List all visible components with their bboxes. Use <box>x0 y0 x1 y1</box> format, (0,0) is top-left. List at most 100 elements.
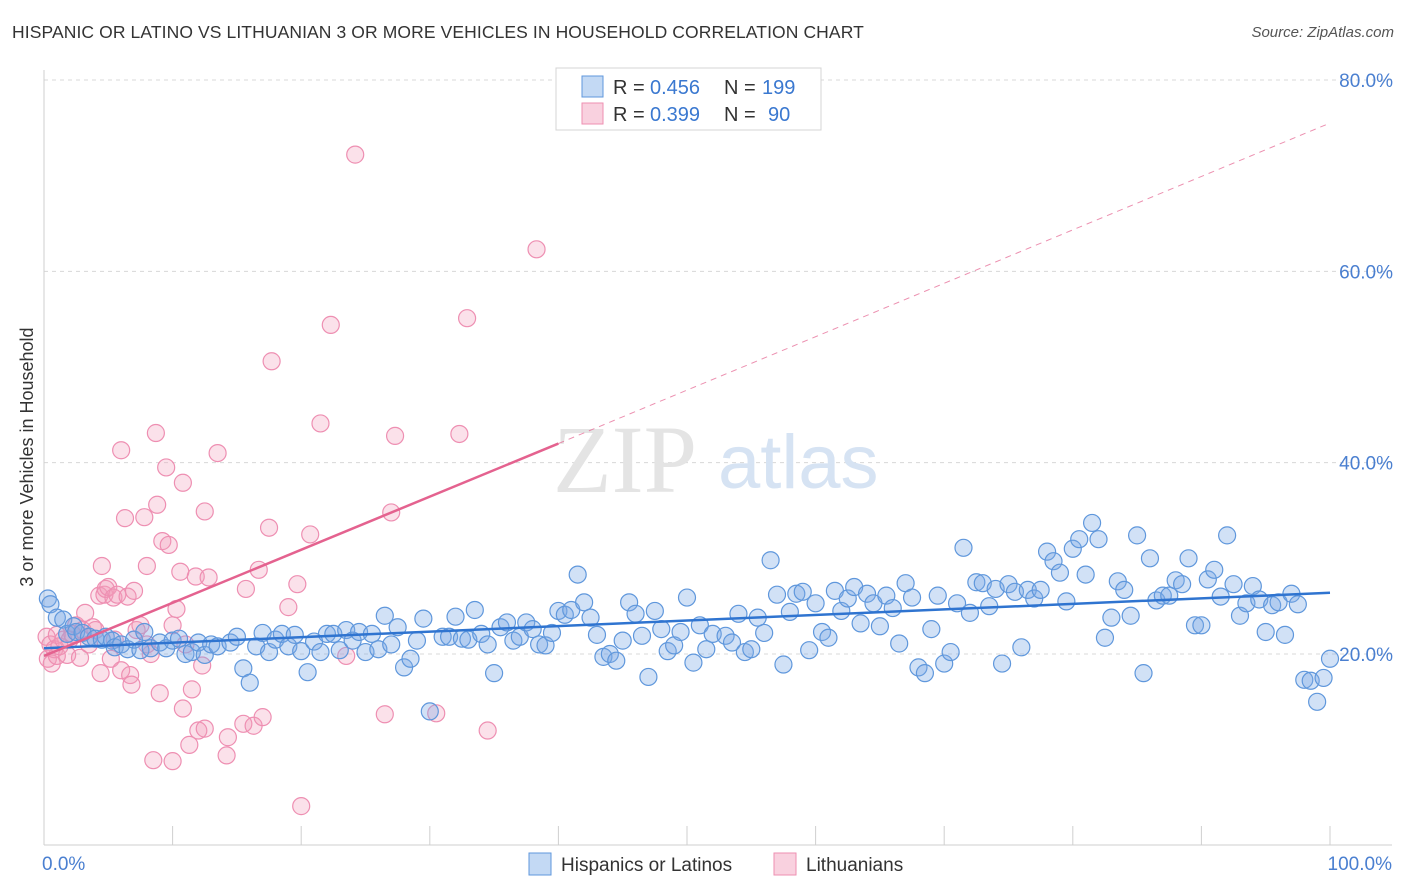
hispanics-point <box>607 651 626 670</box>
hispanics-point <box>47 608 66 627</box>
hispanics-point <box>819 628 838 647</box>
hispanics-point <box>671 622 690 642</box>
hispanics-point <box>420 702 439 721</box>
lithuanians-point <box>262 352 281 371</box>
hispanics-point <box>169 629 189 648</box>
lithuanians-point <box>218 728 237 747</box>
hispanics-point <box>1218 526 1237 545</box>
hispanics-point <box>800 641 819 660</box>
lithuanians-point <box>182 680 201 699</box>
hispanics-point <box>1121 606 1140 625</box>
hispanics-point <box>1134 664 1153 683</box>
hispanics-point <box>1314 668 1333 688</box>
legend-r-value-pink: 0.399 <box>650 104 700 126</box>
lithuanians-point <box>144 751 163 770</box>
lithuanians-point <box>195 719 214 738</box>
hispanics-point <box>1050 563 1070 582</box>
lithuanians-point <box>186 567 205 586</box>
lithuanians-point <box>159 535 178 555</box>
hispanics-point <box>1089 530 1108 549</box>
lithuanians-point <box>121 665 140 685</box>
lithuanians-point <box>70 648 90 667</box>
hispanics-point <box>195 645 214 665</box>
watermark-zip: ZIP <box>553 406 697 513</box>
hispanics-point <box>542 623 562 643</box>
lithuanians-point <box>163 752 182 771</box>
hispanics-point <box>755 623 774 643</box>
lithuanians-point <box>146 423 165 443</box>
hispanics-point <box>1127 526 1147 545</box>
hispanics-point <box>992 654 1012 673</box>
hispanics-points <box>38 513 1340 721</box>
hispanics-point <box>1320 649 1340 668</box>
x-axis-ticks <box>43 826 1331 845</box>
bottom-legend-swatch-pink <box>773 852 797 876</box>
hispanics-point <box>330 641 349 660</box>
bottom-legend: Hispanics or Latinos Lithuanians <box>528 852 903 876</box>
hispanics-point <box>787 584 806 603</box>
top-legend: R = 0.456 N = 199 R = 0.399 N = 90 <box>555 67 822 131</box>
hispanics-point <box>1198 570 1217 589</box>
hispanics-point <box>632 626 652 645</box>
legend-n-value-pink: 90 <box>768 104 790 126</box>
chart-title: HISPANIC OR LATINO VS LITHUANIAN 3 OR MO… <box>12 22 864 42</box>
hispanics-point <box>620 593 639 612</box>
hispanics-trend-line <box>43 591 1331 650</box>
x-tick-label-0: 0.0% <box>42 854 85 875</box>
hispanics-point <box>54 610 73 629</box>
lithuanians-point <box>208 444 227 463</box>
bottom-legend-swatch-blue <box>528 852 552 876</box>
hispanics-point <box>722 633 742 652</box>
lithuanians-point <box>101 649 120 668</box>
hispanics-point <box>1179 549 1198 568</box>
hispanics-point <box>1224 575 1243 594</box>
hispanics-point <box>1102 608 1121 627</box>
source-credit: Source: ZipAtlas.com <box>1251 24 1394 41</box>
hispanics-point <box>851 614 870 633</box>
y-tick-labels: 20.0% 40.0% 60.0% 80.0% <box>1339 71 1393 666</box>
watermark-atlas: atlas <box>718 420 879 505</box>
hispanics-point <box>645 601 664 621</box>
lithuanians-point <box>173 699 192 718</box>
hispanics-point <box>568 565 587 584</box>
hispanics-point <box>1076 565 1095 584</box>
hispanics-point <box>716 626 735 645</box>
lithuanians-point <box>427 704 446 723</box>
hispanics-point <box>780 602 799 622</box>
hispanics-point <box>581 608 600 627</box>
lithuanians-point <box>171 562 190 581</box>
hispanics-point <box>1070 530 1089 549</box>
lithuanians-point <box>195 502 214 521</box>
lithuanians-point <box>112 661 131 680</box>
lithuanians-point <box>478 721 497 740</box>
lithuanians-trend-line <box>43 442 559 658</box>
hispanics-point <box>902 588 922 607</box>
lithuanians-point <box>91 664 110 683</box>
legend-n-label-pink: N = <box>724 104 756 126</box>
hispanics-point <box>292 642 311 661</box>
lithuanians-point <box>236 579 256 599</box>
hispanics-point <box>227 627 246 646</box>
lithuanians-point <box>527 240 546 259</box>
hispanics-point <box>478 635 497 654</box>
hispanics-point <box>497 613 517 632</box>
hispanics-point <box>883 598 902 618</box>
hispanics-point <box>285 625 304 644</box>
hispanics-point <box>1288 595 1307 614</box>
hispanics-point <box>1256 622 1275 642</box>
hispanics-point <box>742 640 761 659</box>
hispanics-point <box>941 642 960 662</box>
lithuanians-point <box>150 684 169 703</box>
top-legend-box <box>555 67 822 131</box>
hispanics-point <box>1205 560 1224 579</box>
lithuanians-point <box>279 598 298 617</box>
hispanics-point <box>575 593 594 612</box>
lithuanians-point <box>375 705 394 724</box>
hispanics-point <box>697 640 716 659</box>
lithuanians-point <box>301 525 320 544</box>
x-tick-label-100: 100.0% <box>1328 854 1393 875</box>
hispanics-point <box>317 624 337 644</box>
legend-r-value-blue: 0.456 <box>650 77 700 99</box>
hispanics-point <box>1295 670 1314 689</box>
lithuanians-point <box>346 145 365 164</box>
